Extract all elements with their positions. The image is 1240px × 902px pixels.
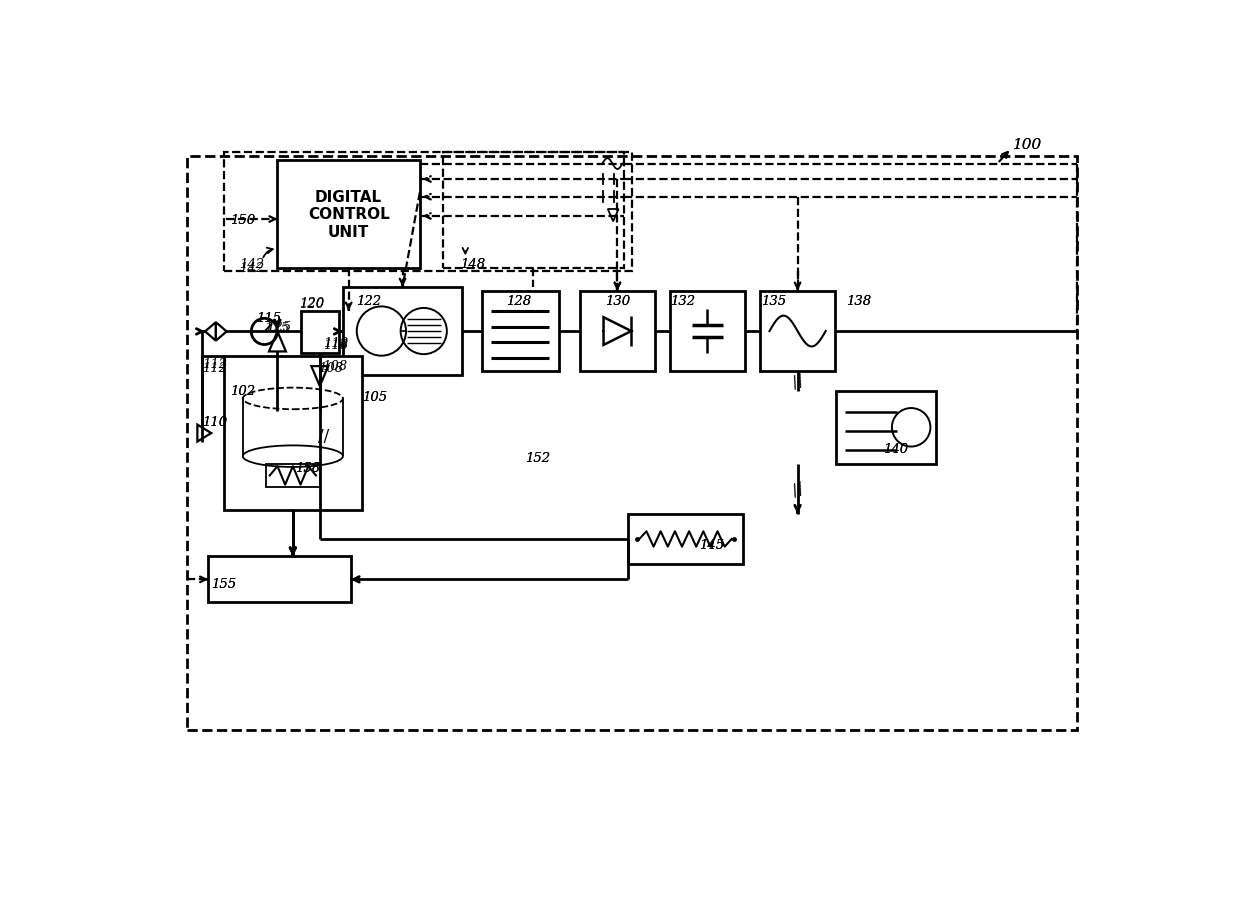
- Text: 122: 122: [356, 295, 381, 308]
- Text: 112: 112: [202, 358, 227, 371]
- Bar: [580, 291, 655, 372]
- Text: 125: 125: [264, 322, 289, 335]
- Text: 120: 120: [299, 297, 324, 309]
- Text: 125: 125: [265, 321, 291, 334]
- Text: 102: 102: [229, 385, 255, 398]
- Text: 150: 150: [229, 213, 255, 226]
- Text: 100: 100: [1013, 138, 1042, 152]
- Text: 128: 128: [506, 295, 531, 308]
- Text: 132: 132: [670, 295, 696, 308]
- Polygon shape: [216, 323, 227, 341]
- Text: 145: 145: [698, 538, 724, 552]
- Bar: [265, 465, 320, 487]
- Bar: [223, 152, 631, 272]
- Text: 135: 135: [761, 295, 786, 308]
- Text: 130: 130: [605, 295, 630, 308]
- Text: 130: 130: [605, 295, 630, 308]
- Bar: [760, 291, 835, 372]
- Bar: [208, 557, 351, 603]
- Text: 100: 100: [1013, 138, 1042, 152]
- Text: 128: 128: [506, 295, 531, 308]
- Text: 115: 115: [255, 312, 281, 325]
- Text: 108: 108: [319, 362, 343, 374]
- Text: 145: 145: [698, 538, 724, 552]
- Polygon shape: [205, 323, 216, 341]
- Text: 110: 110: [202, 416, 227, 428]
- Text: 108: 108: [322, 359, 347, 373]
- Text: 118: 118: [322, 338, 348, 352]
- Text: 135: 135: [761, 295, 786, 308]
- Text: 155: 155: [211, 577, 237, 590]
- Bar: [481, 291, 558, 372]
- Text: 110: 110: [202, 416, 227, 428]
- Text: 155: 155: [211, 577, 237, 590]
- Bar: [187, 157, 1076, 730]
- Text: 138: 138: [846, 295, 870, 308]
- Text: DIGITAL
CONTROL
UNIT: DIGITAL CONTROL UNIT: [308, 189, 389, 239]
- Text: 115: 115: [255, 312, 281, 325]
- Bar: [627, 514, 743, 565]
- Text: 138: 138: [846, 295, 870, 308]
- Text: 105: 105: [362, 391, 387, 403]
- Text: 158: 158: [295, 462, 320, 474]
- Text: 148: 148: [460, 258, 485, 271]
- Text: 118: 118: [322, 336, 348, 349]
- Bar: [223, 356, 362, 511]
- Text: 120: 120: [299, 298, 324, 311]
- Text: 152: 152: [525, 452, 549, 465]
- Bar: [836, 391, 936, 465]
- Bar: [300, 311, 339, 354]
- Text: 142: 142: [239, 262, 264, 275]
- Text: 148: 148: [460, 258, 485, 271]
- Text: 152: 152: [525, 452, 549, 465]
- Text: 140: 140: [883, 443, 909, 456]
- Bar: [443, 152, 624, 268]
- Text: 142: 142: [239, 258, 264, 271]
- Text: 150: 150: [229, 213, 255, 226]
- Text: 105: 105: [362, 391, 387, 403]
- Bar: [343, 288, 463, 376]
- Text: 158: 158: [295, 462, 320, 474]
- Bar: [278, 161, 420, 268]
- Text: //: //: [790, 372, 806, 391]
- Text: 132: 132: [670, 295, 696, 308]
- Text: //: //: [317, 428, 330, 444]
- Text: //: //: [790, 480, 806, 499]
- Text: 112: 112: [202, 362, 227, 374]
- Text: 140: 140: [883, 443, 909, 456]
- Text: 102: 102: [229, 385, 255, 398]
- Bar: [670, 291, 745, 372]
- Text: 122: 122: [356, 295, 381, 308]
